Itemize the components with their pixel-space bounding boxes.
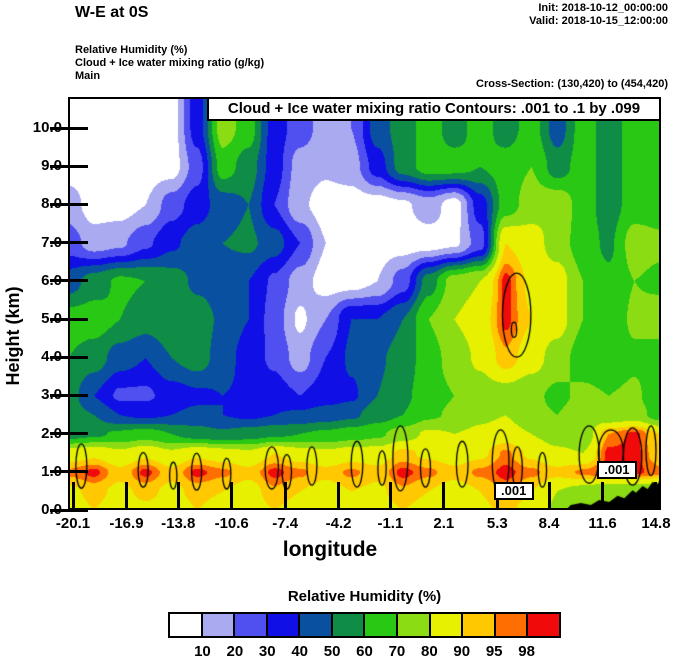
colorbar-tick-label: 50 [323, 643, 341, 660]
y-tick-label: 8.0 [41, 195, 62, 213]
rh-contour-field [68, 97, 661, 510]
y-tick-label: 1.0 [41, 462, 62, 480]
x-tick-mark [442, 482, 446, 508]
x-axis-label: longitude [282, 538, 378, 561]
colorbar-swatch [170, 614, 201, 636]
cross-section-coords: Cross-Section: (130,420) to (454,420) [476, 78, 668, 90]
colorbar-swatch [363, 614, 397, 636]
x-tick-mark [654, 482, 658, 508]
y-tick-label: 3.0 [41, 386, 62, 404]
contour-value-label: .001 [493, 481, 534, 500]
colorbar-labels: 10 20 30 40 50 60 70 80 90 95 98 [168, 643, 561, 661]
x-tick-label: -16.9 [109, 515, 144, 532]
valid-timestamp: Valid: 2018-10-15_12:00:00 [529, 15, 668, 27]
y-tick-label: 6.0 [41, 271, 62, 289]
y-tick-label: 10.0 [32, 119, 62, 136]
x-tick-mark [124, 482, 128, 508]
colorbar-swatch [428, 614, 462, 636]
colorbar-swatch [493, 614, 527, 636]
x-tick-label: -7.4 [272, 515, 299, 532]
colorbar-tick-label: 30 [258, 643, 276, 660]
x-tick-label: -4.2 [325, 515, 352, 532]
colorbar-tick-label: 20 [226, 643, 244, 660]
x-tick-mark [388, 482, 392, 508]
x-tick-label: 8.4 [538, 515, 560, 532]
x-tick-label: -13.8 [161, 515, 196, 532]
colorbar-tick-label: 70 [388, 643, 406, 660]
x-tick-label: 11.6 [588, 515, 617, 532]
colorbar-tick-label: 90 [453, 643, 471, 660]
colorbar-swatch [200, 614, 234, 636]
y-tick-label: 7.0 [41, 233, 62, 251]
y-tick-label: 4.0 [41, 348, 62, 366]
contour-value-label: .001 [596, 460, 637, 479]
x-tick-label: 2.1 [433, 515, 455, 532]
x-tick-label: -10.6 [214, 515, 249, 532]
domain-label: Main [75, 70, 101, 82]
x-tick-label: 5.3 [486, 515, 508, 532]
colorbar-swatch [233, 614, 266, 636]
colorbar-tick-label: 60 [356, 643, 373, 660]
x-tick-mark [601, 482, 605, 508]
colorbar-swatch [396, 614, 429, 636]
field-rh-label: Relative Humidity (%) [75, 44, 188, 56]
colorbar-tick-label: 98 [518, 643, 535, 660]
figure-title: W-E at 0S [75, 4, 149, 21]
y-tick-label: 9.0 [41, 157, 62, 175]
colorbar-title: Relative Humidity (%) [287, 588, 442, 605]
colorbar-tick-label: 80 [420, 643, 438, 660]
colorbar-swatch [526, 614, 559, 636]
x-tick-mark [337, 482, 341, 508]
colorbar-tick-label: 95 [485, 643, 503, 660]
colorbar-swatch [461, 614, 494, 636]
colorbar [168, 612, 561, 638]
colorbar-swatch [265, 614, 299, 636]
y-tick-label: 0.0 [41, 501, 62, 518]
colorbar-tick-label: 40 [291, 643, 308, 660]
x-tick-mark [230, 482, 234, 508]
plot-title-box: Cloud + Ice water mixing ratio Contours:… [207, 97, 661, 121]
x-tick-mark [71, 482, 75, 508]
x-tick-label: 14.8 [641, 515, 671, 532]
colorbar-tick-label: 10 [194, 643, 211, 660]
x-tick-mark [176, 482, 180, 508]
colorbar-swatch [298, 614, 331, 636]
init-timestamp: Init: 2018-10-12_00:00:00 [538, 2, 668, 14]
field-cloudice-label: Cloud + Ice water mixing ratio (g/kg) [75, 57, 265, 69]
x-tick-label: -1.1 [377, 515, 404, 532]
y-tick-label: 2.0 [41, 424, 62, 442]
y-tick-mark [50, 508, 88, 512]
y-tick-label: 5.0 [41, 310, 62, 327]
x-tick-mark [547, 482, 551, 508]
colorbar-swatch [330, 614, 364, 636]
x-tick-label: -20.1 [55, 515, 91, 532]
x-tick-mark [283, 482, 287, 508]
field-list: Relative Humidity (%) Cloud + Ice water … [75, 44, 264, 83]
